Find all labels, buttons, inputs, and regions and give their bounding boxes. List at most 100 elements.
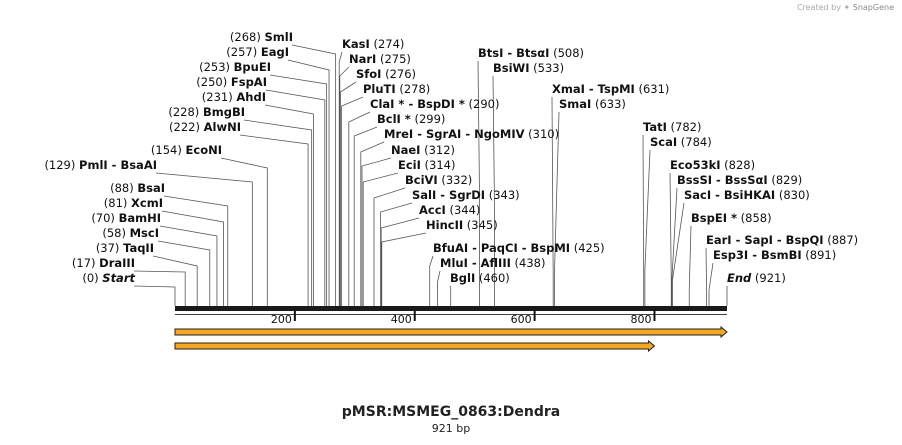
- site-leader: [380, 202, 413, 306]
- site-leader: [361, 157, 392, 306]
- site-leader: [239, 134, 309, 306]
- site-label[interactable]: BtsI - BtsαI (508): [478, 46, 584, 60]
- site-leader: [642, 134, 645, 306]
- site-label[interactable]: KasI (274): [342, 37, 404, 51]
- site-label[interactable]: BsiWI (533): [493, 61, 564, 75]
- site-label[interactable]: (154) EcoNI: [151, 143, 222, 157]
- site-label[interactable]: BspEI * (858): [691, 211, 772, 225]
- site-label[interactable]: (228) BmgBI: [168, 105, 245, 119]
- sequence-backbone: [175, 306, 727, 315]
- site-leader: [353, 126, 378, 306]
- ruler-tick-label: 800: [630, 313, 651, 326]
- site-label[interactable]: (257) EagI: [226, 45, 289, 59]
- site-leader: [265, 89, 326, 306]
- site-label[interactable]: SfoI (276): [356, 67, 416, 81]
- site-leader: [338, 51, 343, 306]
- map-title: pMSR:MSMEG_0863:Dendra: [341, 404, 561, 420]
- site-label[interactable]: EarI - SapI - BspQI (887): [706, 233, 858, 247]
- feature-arrow-1[interactable]: [174, 325, 728, 339]
- site-label[interactable]: (129) PmlI - BsaAI: [44, 158, 157, 172]
- site-label[interactable]: (17) DraIII: [72, 256, 135, 270]
- site-label[interactable]: (222) AlwNI: [169, 120, 241, 134]
- sequence-length: 921 bp: [431, 422, 471, 435]
- site-leader: [477, 60, 480, 306]
- site-label[interactable]: MreI - SgrAI - NgoMIV (310): [384, 127, 559, 141]
- site-leader: [269, 74, 328, 306]
- site-label[interactable]: (88) BsaI: [110, 181, 165, 195]
- site-leader: [339, 66, 350, 306]
- site-label[interactable]: ClaI * - BspDI * (290): [370, 97, 500, 111]
- site-label[interactable]: NaeI (312): [391, 143, 455, 157]
- site-label[interactable]: BglI (460): [450, 271, 510, 285]
- site-leaders: [133, 44, 728, 306]
- site-leader: [152, 255, 198, 306]
- site-label[interactable]: HincII (345): [426, 218, 498, 232]
- site-leader: [672, 202, 685, 306]
- site-leader: [155, 172, 253, 306]
- site-label[interactable]: (231) AhdI: [202, 90, 266, 104]
- site-leader: [688, 225, 692, 306]
- site-label[interactable]: EciI (314): [398, 158, 456, 172]
- site-label[interactable]: TatI (782): [643, 120, 702, 134]
- site-leader: [291, 44, 337, 306]
- site-leader: [287, 59, 330, 306]
- site-label[interactable]: SalI - SgrDI (343): [412, 188, 520, 202]
- site-label[interactable]: (58) MscI: [102, 226, 159, 240]
- site-leader: [159, 225, 218, 306]
- site-leader: [264, 104, 314, 306]
- site-label[interactable]: Eco53kI (828): [670, 158, 755, 172]
- site-label[interactable]: (0) Start: [82, 271, 135, 285]
- backbone-bar: [175, 306, 727, 311]
- site-leader: [340, 81, 357, 306]
- ruler-ticks: 200 400 600 800: [271, 311, 656, 326]
- site-label[interactable]: AccI (344): [419, 203, 480, 217]
- site-leader: [381, 232, 427, 306]
- site-leader: [243, 119, 313, 306]
- site-label[interactable]: (70) BamHI: [91, 211, 161, 225]
- site-leader: [449, 285, 452, 306]
- feature-arrow-2[interactable]: [174, 339, 656, 353]
- snapgene-logo-icon: ✦: [843, 3, 851, 12]
- site-label[interactable]: MluI - AflIII (438): [440, 256, 546, 270]
- sequence-map: (0) Start(17) DraIII(37) TaqII(58) MscI(…: [44, 30, 858, 353]
- site-leader: [133, 270, 186, 306]
- site-label[interactable]: PluTI (278): [363, 82, 430, 96]
- site-label[interactable]: (250) FspAI: [196, 75, 267, 89]
- feature-track: [174, 325, 728, 353]
- ruler-tick-label: 600: [511, 313, 532, 326]
- site-leader: [671, 187, 678, 306]
- site-label[interactable]: (268) SmlI: [230, 30, 293, 44]
- site-leader: [348, 111, 371, 306]
- site-leader: [669, 172, 672, 306]
- site-label[interactable]: (253) BpuEI: [199, 60, 271, 74]
- site-leader: [220, 157, 268, 306]
- site-leader: [163, 195, 229, 306]
- site-label[interactable]: NarI (275): [349, 52, 411, 66]
- ruler-tick-label: 200: [271, 313, 292, 326]
- site-leader: [551, 96, 554, 306]
- site-leader: [429, 255, 434, 306]
- site-label[interactable]: (37) TaqII: [96, 241, 154, 255]
- snapgene-watermark: Created by ✦ SnapGene: [797, 3, 894, 12]
- site-label[interactable]: BfuAI - PaqCI - BspMI (425): [433, 241, 605, 255]
- site-label[interactable]: BclI * (299): [377, 112, 445, 126]
- site-label[interactable]: BciVI (332): [405, 173, 472, 187]
- site-label[interactable]: (81) XcmI: [104, 196, 163, 210]
- watermark-prefix: Created by: [796, 3, 841, 12]
- site-leader: [708, 262, 714, 306]
- site-leader: [157, 240, 211, 306]
- site-label[interactable]: ScaI (784): [650, 135, 712, 149]
- site-label[interactable]: XmaI - TspMI (631): [552, 82, 669, 96]
- site-label[interactable]: BssSI - BssSαI (829): [677, 173, 802, 187]
- ruler-tick-label: 400: [391, 313, 412, 326]
- site-leader: [380, 217, 420, 306]
- site-leader: [492, 75, 495, 306]
- site-label[interactable]: Esp3I - BsmBI (891): [713, 248, 836, 262]
- site-label[interactable]: SacI - BsiHKAI (830): [684, 188, 810, 202]
- site-leader: [133, 285, 176, 306]
- site-leader: [437, 270, 441, 306]
- site-leader: [553, 111, 560, 306]
- watermark-brand: SnapGene: [852, 3, 894, 12]
- site-label[interactable]: SmaI (633): [559, 97, 626, 111]
- site-label[interactable]: End (921): [727, 271, 786, 285]
